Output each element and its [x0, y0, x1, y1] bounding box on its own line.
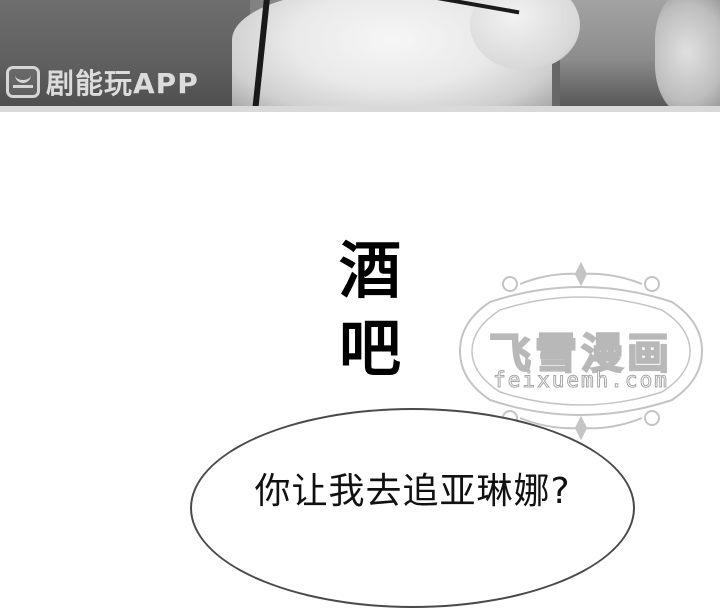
sound-effect-char-2: 吧	[338, 312, 401, 385]
panel-divider	[0, 106, 720, 112]
app-logo: 剧能玩APP	[6, 62, 199, 102]
fur-coat	[655, 0, 720, 108]
comic-photo-panel: 剧能玩APP	[0, 0, 720, 108]
photo-background-left	[0, 0, 250, 108]
watermark-url: feixuemh.com	[493, 368, 669, 393]
watermark: 飞雪漫画 feixuemh.com	[450, 262, 712, 440]
app-logo-text: 剧能玩APP	[46, 67, 199, 100]
watermark-frame	[458, 262, 704, 440]
watermark-title: 飞雪漫画	[488, 328, 673, 379]
speech-bubble-text: 你让我去追亚琳娜?	[254, 471, 571, 512]
sound-effect-text: 酒 吧	[330, 232, 410, 388]
shirt-sleeve	[470, 0, 580, 70]
sound-effect-char-1: 酒	[338, 234, 401, 307]
smiley-tv-icon	[6, 66, 40, 98]
